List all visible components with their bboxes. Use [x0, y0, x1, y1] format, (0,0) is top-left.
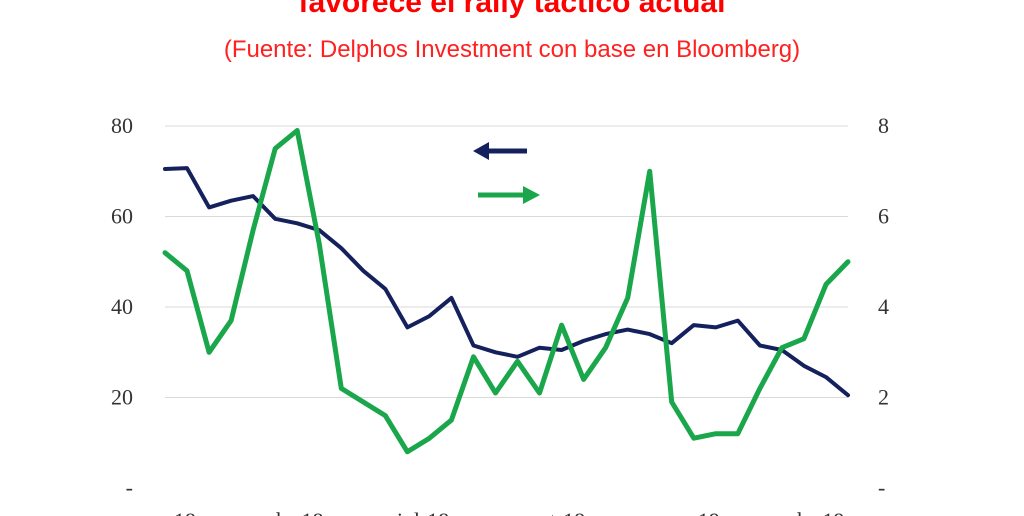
x-tick-label: ene-19 [660, 508, 720, 516]
right-tick-label: - [878, 475, 885, 500]
left-tick-label: 60 [111, 204, 133, 229]
x-axis: ene-18 abr-18 jul-18 oct-18 ene-19 abr-19 [136, 508, 844, 516]
left-tick-label: 80 [111, 113, 133, 138]
chart-title: favorece el rally táctico actual [298, 0, 726, 19]
x-tick-label: abr-19 [788, 508, 845, 516]
x-tick-label: oct-18 [529, 508, 585, 516]
left-axis: 80 60 40 20 - [111, 113, 133, 500]
right-tick-label: 8 [878, 113, 889, 138]
gridlines [165, 125, 848, 398]
x-tick-label: abr-18 [267, 508, 324, 516]
left-tick-label: - [126, 475, 133, 500]
right-axis: 8 6 4 2 - [878, 113, 889, 500]
left-tick-label: 20 [111, 385, 133, 410]
legend [473, 142, 540, 204]
right-tick-label: 6 [878, 204, 889, 229]
legend-arrow-right-icon [523, 186, 540, 204]
legend-arrow-left-icon [473, 142, 489, 160]
chart-subtitle: (Fuente: Delphos Investment con base en … [223, 36, 801, 63]
x-tick-label: ene-18 [136, 508, 196, 516]
left-tick-label: 40 [111, 294, 133, 319]
series-lines [162, 128, 851, 455]
x-tick-label: jul-18 [396, 508, 450, 516]
series-line-1 [163, 166, 850, 398]
series-line-2 [162, 128, 851, 455]
right-tick-label: 2 [878, 385, 889, 410]
right-tick-label: 4 [878, 294, 889, 319]
